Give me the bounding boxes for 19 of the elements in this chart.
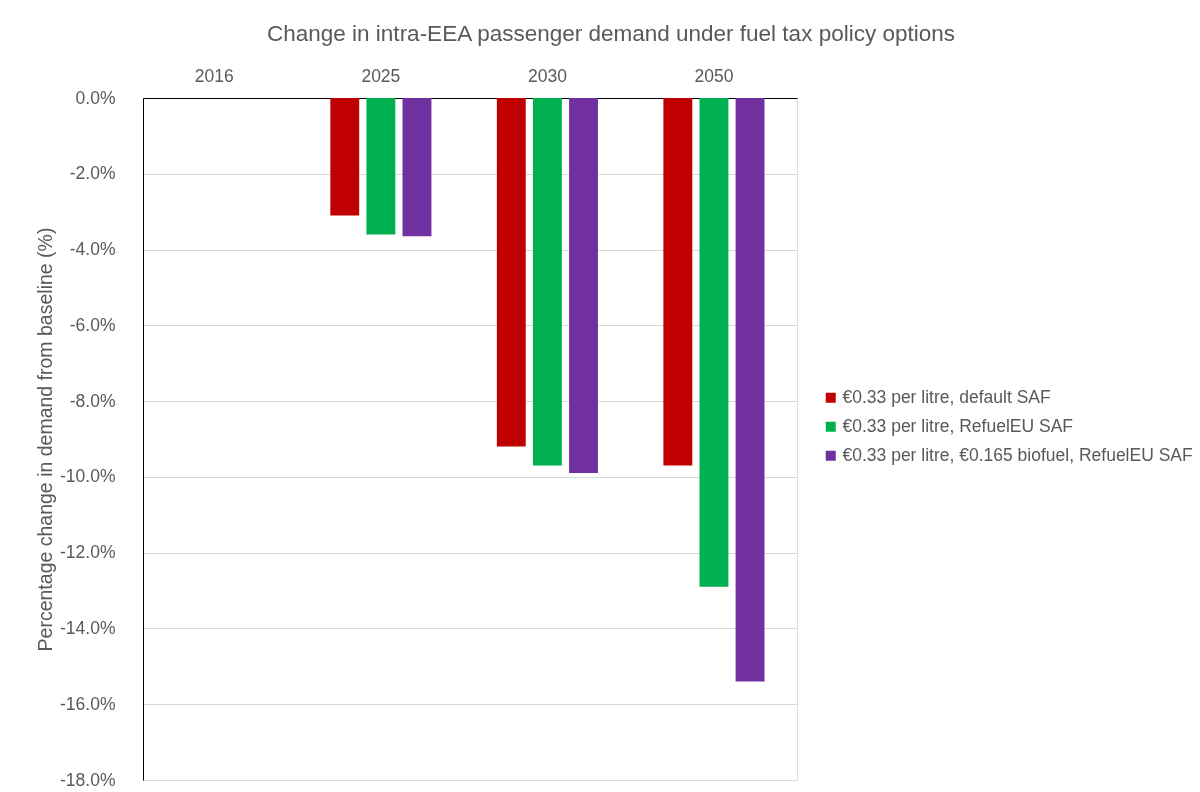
chart-title: Change in intra-EEA passenger demand under fuel tax policy options — [267, 20, 955, 46]
legend-label: €0.33 per litre, €0.165 biofuel, RefuelEU SAF — [842, 444, 1193, 465]
x-tick-label: 2025 — [361, 65, 401, 86]
y-tick-label: -14.0% — [60, 617, 116, 638]
legend-label: €0.33 per litre, default SAF — [842, 386, 1051, 407]
x-tick-label: 2030 — [527, 65, 568, 86]
y-tick-label: -18.0% — [60, 769, 116, 790]
y-tick-label: -10.0% — [60, 466, 116, 487]
y-tick-label: 0.0% — [75, 87, 116, 108]
y-tick-label: -2.0% — [69, 163, 116, 184]
y-tick-label: -12.0% — [60, 542, 116, 563]
y-tick-label: -4.0% — [69, 239, 116, 260]
y-tick-label: -16.0% — [60, 693, 116, 714]
x-tick-label: 2016 — [194, 65, 234, 86]
legend-label: €0.33 per litre, RefuelEU SAF — [842, 415, 1074, 436]
y-tick-label: -6.0% — [69, 314, 116, 335]
y-tick-label: -8.0% — [69, 390, 116, 411]
y-axis-title: Percentage change in demand from baseline (%) — [33, 227, 56, 652]
x-tick-label: 2050 — [694, 65, 734, 86]
